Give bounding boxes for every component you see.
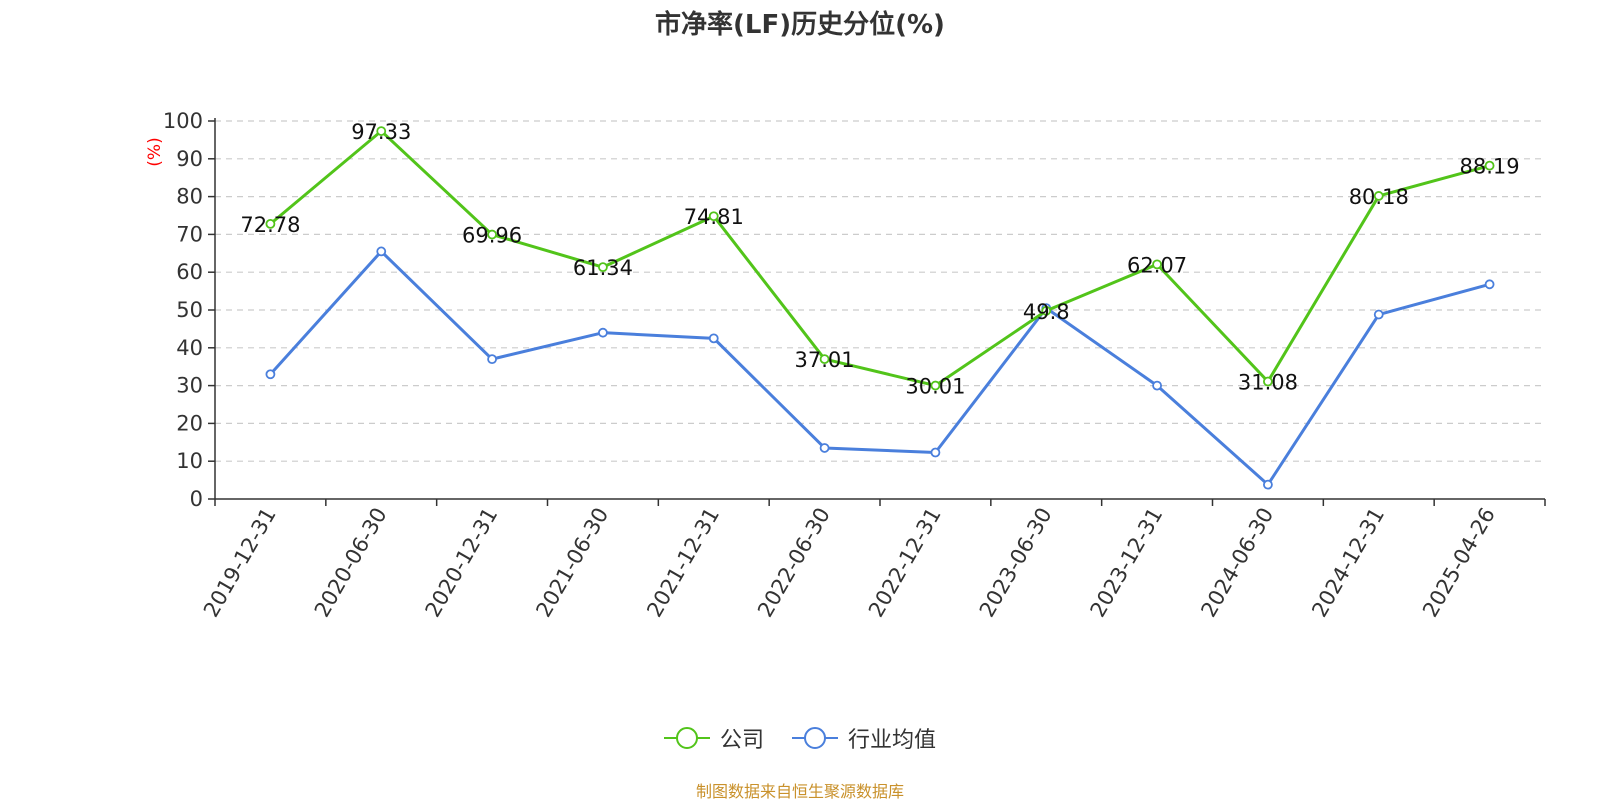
- data-point-industry-avg: [1263, 479, 1273, 490]
- x-tick-label: 2022-12-31: [864, 504, 946, 622]
- series: [265, 126, 1495, 490]
- x-tick-label: 2022-06-30: [753, 504, 835, 622]
- x-tick-label: 2020-12-31: [421, 504, 503, 622]
- data-label: 88.19: [1460, 155, 1520, 179]
- x-tick-label: 2024-06-30: [1196, 504, 1278, 622]
- data-point-company: [376, 126, 387, 136]
- series-line-industry-avg: [269, 249, 1490, 487]
- series-line-company: [269, 129, 1490, 388]
- x-tick-label: 2024-12-31: [1307, 504, 1389, 622]
- data-label: 31.08: [1238, 371, 1298, 395]
- data-point-industry-avg: [598, 327, 608, 338]
- legend-label-company: 公司: [719, 728, 764, 753]
- data-point-company: [1373, 191, 1384, 201]
- data-point-company: [1484, 160, 1495, 171]
- data-point-industry-avg: [1484, 279, 1495, 290]
- y-tick-label: 0: [190, 487, 203, 511]
- legend-item-industry-avg[interactable]: 行业均值: [792, 722, 936, 754]
- data-point-industry-avg: [487, 354, 497, 365]
- x-tick-label: 2019-12-31: [199, 504, 281, 622]
- data-label: 30.01: [905, 375, 965, 399]
- x-tick-label: 2021-06-30: [531, 504, 613, 622]
- data-point-company: [930, 380, 941, 391]
- data-point-company: [708, 211, 719, 222]
- legend-label-industry-avg: 行业均值: [848, 728, 937, 753]
- data-labels: 72.78 97.33 69.96 61.34 74.81 37.01 30.01 49.8 6…: [240, 120, 1519, 398]
- x-tick-label: 2023-06-30: [975, 504, 1057, 622]
- data-label: 49.8: [1023, 300, 1070, 324]
- data-point-industry-avg: [1152, 380, 1162, 391]
- y-tick-label: 30: [176, 374, 203, 398]
- data-label: 72.78: [240, 213, 300, 237]
- data-label: 74.81: [684, 205, 744, 229]
- legend-item-company[interactable]: 公司: [663, 722, 764, 754]
- data-point-company: [598, 262, 608, 273]
- y-axis-label: (%): [145, 137, 165, 166]
- legend-marker-industry-icon: [792, 727, 838, 749]
- legend: 公司 行业均值: [0, 722, 1600, 754]
- data-label: 97.33: [351, 120, 411, 144]
- data-point-industry-avg: [265, 369, 276, 380]
- y-tick-label: 90: [176, 147, 203, 171]
- data-point-company: [1041, 305, 1052, 316]
- data-point-company: [265, 218, 276, 229]
- y-tick-label: 10: [176, 449, 203, 473]
- data-label: 37.01: [795, 348, 855, 372]
- data-point-industry-avg: [708, 333, 719, 344]
- data-label: 80.18: [1349, 185, 1409, 209]
- y-tick-label: 40: [176, 336, 203, 360]
- data-label: 69.96: [462, 224, 522, 248]
- x-tick-label: 2023-12-31: [1086, 504, 1168, 622]
- data-point-industry-avg: [376, 246, 387, 257]
- data-point-industry-avg: [930, 447, 941, 458]
- data-label: 61.34: [573, 256, 633, 280]
- legend-marker-company-icon: [663, 727, 710, 749]
- y-tick-label: 80: [176, 185, 203, 209]
- y-tick-label: 60: [176, 260, 203, 284]
- data-point-company: [1152, 259, 1162, 270]
- data-point-company: [1263, 376, 1273, 387]
- x-tick-label: 2025-04-26: [1418, 504, 1500, 622]
- data-point-industry-avg: [1373, 309, 1384, 320]
- source-note: 制图数据来自恒生聚源数据库: [695, 782, 904, 801]
- data-point-company: [819, 354, 830, 365]
- y-tick-label: 50: [176, 298, 203, 322]
- grid-lines: [215, 120, 1545, 462]
- data-point-company: [487, 229, 497, 240]
- y-tick-label: 70: [176, 222, 203, 246]
- data-point-industry-avg: [819, 443, 830, 453]
- x-tick-label: 2021-12-31: [642, 504, 724, 622]
- data-label: 62.07: [1127, 253, 1187, 277]
- y-tick-label: 20: [176, 411, 203, 435]
- y-tick-label: 100: [163, 109, 203, 133]
- chart-title: 市净率(LF)历史分位(%): [655, 10, 945, 40]
- x-tick-label: 2020-06-30: [310, 504, 392, 622]
